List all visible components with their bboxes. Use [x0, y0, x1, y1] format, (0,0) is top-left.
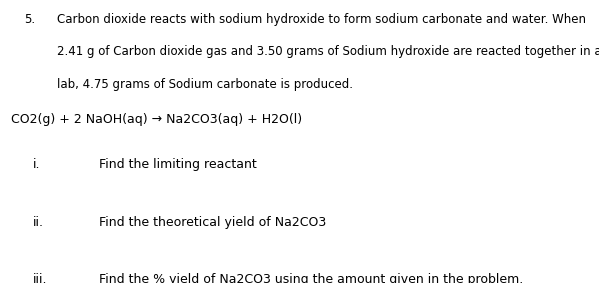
Text: Carbon dioxide reacts with sodium hydroxide to form sodium carbonate and water. : Carbon dioxide reacts with sodium hydrox… [57, 13, 586, 26]
Text: Find the limiting reactant: Find the limiting reactant [99, 158, 256, 171]
Text: i.: i. [33, 158, 41, 171]
Text: CO2(g) + 2 NaOH(aq) → Na2CO3(aq) + H2O(l): CO2(g) + 2 NaOH(aq) → Na2CO3(aq) + H2O(l… [11, 113, 302, 126]
Text: 5.: 5. [24, 13, 35, 26]
Text: ii.: ii. [33, 216, 44, 230]
Text: Find the % yield of Na2CO3 using the amount given in the problem.: Find the % yield of Na2CO3 using the amo… [99, 273, 523, 283]
Text: iii.: iii. [33, 273, 47, 283]
Text: Find the theoretical yield of Na2CO3: Find the theoretical yield of Na2CO3 [99, 216, 326, 230]
Text: 2.41 g of Carbon dioxide gas and 3.50 grams of Sodium hydroxide are reacted toge: 2.41 g of Carbon dioxide gas and 3.50 gr… [57, 45, 599, 58]
Text: lab, 4.75 grams of Sodium carbonate is produced.: lab, 4.75 grams of Sodium carbonate is p… [57, 78, 353, 91]
